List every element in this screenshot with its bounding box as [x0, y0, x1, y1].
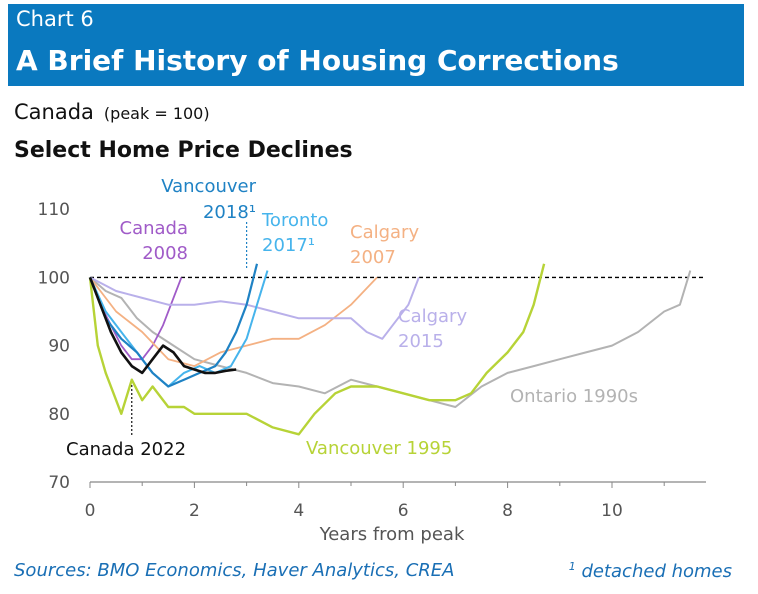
- series-line-toronto-2017: [89, 270, 269, 388]
- series-label-line: Ontario 1990s: [510, 386, 638, 407]
- series-label-line: Vancouver: [161, 176, 256, 197]
- series-label-line: 2018¹: [203, 202, 256, 223]
- series-line-calgary-2015: [89, 276, 420, 340]
- footnote-mark: 1: [568, 560, 576, 573]
- series-label-line: Canada 2022: [66, 439, 186, 460]
- series-label-calgary-2007: Calgary 2007: [350, 222, 419, 268]
- y-tick-label: 70: [48, 473, 70, 493]
- series-label-line: Toronto: [261, 210, 328, 231]
- series-line-calgary-2007: [89, 276, 378, 367]
- x-tick-label: 10: [601, 501, 623, 521]
- region-name: Canada: [14, 100, 94, 124]
- y-tick-label: 80: [48, 405, 70, 425]
- series-label-line: Vancouver 1995: [306, 438, 452, 459]
- series-label-line: Calgary: [350, 222, 419, 243]
- series-label-vancouver-1995: Vancouver 1995: [306, 438, 452, 459]
- chart-axes: 0 2 4 6 8 10 70 80 90 100 110 Years from peak: [38, 200, 706, 545]
- y-tick-label: 90: [48, 337, 70, 357]
- series-label-line: 2007: [350, 247, 396, 268]
- sources-note: Sources: BMO Economics, Haver Analytics,…: [14, 560, 455, 581]
- region-label: Canada (peak = 100): [14, 100, 210, 124]
- chart-number: Chart 6: [16, 7, 94, 31]
- series-lines: [88, 263, 692, 436]
- series-labels: Ontario 1990s Vancouver 1995 Canada 2008 Cal…: [66, 176, 638, 460]
- series-label-canada-2022: Canada 2022: [66, 439, 186, 460]
- series-line-vancouver-2018: [88, 263, 259, 388]
- footnote: 1 detached homes: [569, 560, 732, 582]
- series-line-canada-2022: [88, 276, 237, 375]
- y-tick-label: 110: [38, 200, 70, 220]
- x-tick-label: 6: [398, 501, 409, 521]
- series-label-ontario-1990s: Ontario 1990s: [510, 386, 638, 407]
- y-tick-label: 100: [38, 268, 70, 288]
- x-tick-label: 2: [189, 501, 200, 521]
- series-label-line: 2015: [398, 331, 444, 352]
- series-label-toronto-2017: Toronto 2017¹: [261, 210, 328, 256]
- footnote-text: detached homes: [575, 561, 732, 582]
- x-tick-label: 4: [293, 501, 304, 521]
- series-line-vancouver-1995: [88, 263, 546, 436]
- unit-label: (peak = 100): [103, 104, 210, 123]
- series-label-line: 2008: [142, 243, 188, 264]
- x-axis-label: Years from peak: [319, 524, 465, 545]
- x-tick-label: 0: [85, 501, 96, 521]
- series-label-line: 2017¹: [262, 235, 315, 256]
- series-label-line: Calgary: [398, 306, 467, 327]
- series-label-canada-2008: Canada 2008: [120, 218, 189, 264]
- chart-subtitle: Select Home Price Declines: [14, 138, 353, 163]
- series-label-line: Canada: [120, 218, 189, 239]
- series-label-vancouver-2018: Vancouver 2018¹: [161, 176, 256, 223]
- chart-header: Chart 6 A Brief History of Housing Corre…: [8, 4, 744, 86]
- x-tick-label: 8: [502, 501, 513, 521]
- chart-title: A Brief History of Housing Corrections: [16, 44, 619, 77]
- series-label-calgary-2015: Calgary 2015: [398, 306, 467, 352]
